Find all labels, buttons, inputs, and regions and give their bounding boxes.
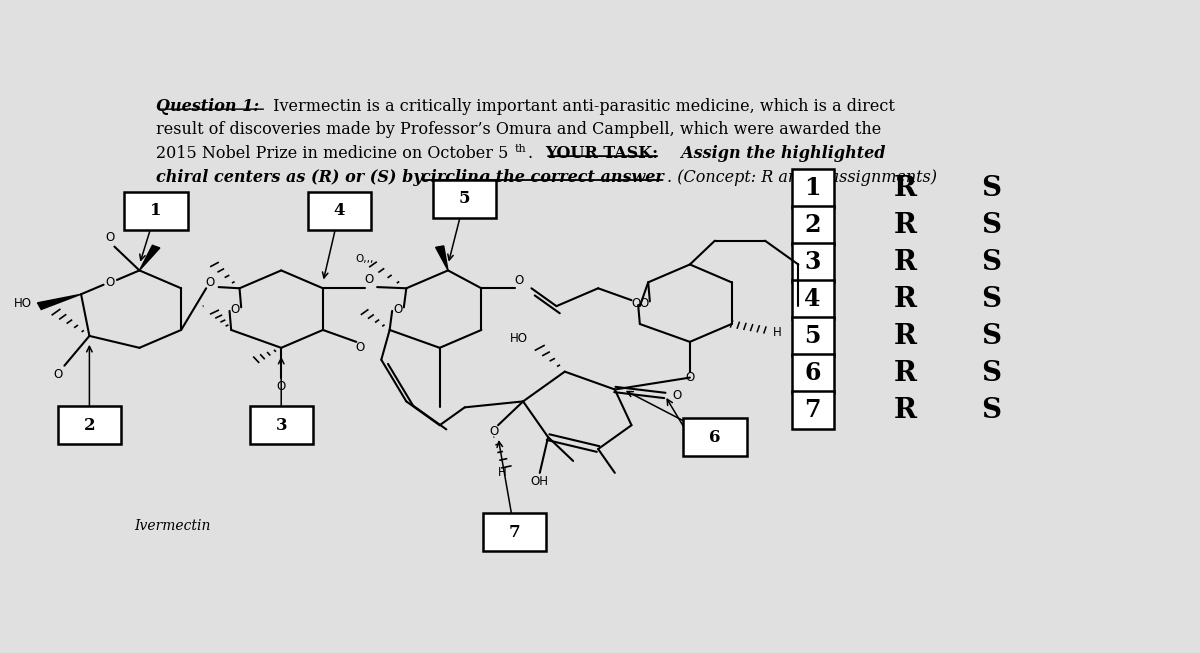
Text: YOUR TASK:: YOUR TASK: (545, 146, 659, 163)
Text: S: S (980, 175, 1001, 202)
Text: R: R (894, 323, 917, 350)
Text: O: O (631, 296, 641, 310)
Text: OH: OH (530, 475, 548, 488)
FancyBboxPatch shape (125, 192, 188, 230)
Text: O: O (106, 231, 115, 244)
Text: R: R (894, 286, 917, 313)
Text: chiral centers as (R) or (S) by: chiral centers as (R) or (S) by (156, 169, 428, 186)
FancyBboxPatch shape (792, 280, 834, 319)
Text: 2: 2 (84, 417, 95, 434)
FancyBboxPatch shape (792, 169, 834, 208)
Text: O: O (230, 302, 240, 315)
Text: S: S (980, 360, 1001, 387)
Text: S: S (980, 249, 1001, 276)
Text: 1: 1 (804, 176, 821, 200)
Text: S: S (980, 286, 1001, 313)
Text: O: O (364, 273, 373, 286)
Text: O: O (673, 389, 682, 402)
Polygon shape (139, 246, 160, 270)
Text: O: O (394, 302, 403, 315)
Text: . (Concept: R and S assignments): . (Concept: R and S assignments) (667, 169, 937, 186)
Text: O: O (205, 276, 215, 289)
Text: .: . (528, 146, 548, 163)
Text: O: O (276, 380, 286, 393)
FancyBboxPatch shape (792, 354, 834, 392)
FancyBboxPatch shape (683, 418, 746, 456)
Text: circling the correct answer: circling the correct answer (421, 169, 664, 186)
Text: O: O (515, 274, 523, 287)
Text: 6: 6 (804, 361, 821, 385)
FancyBboxPatch shape (433, 180, 497, 218)
Text: 4: 4 (334, 202, 346, 219)
Polygon shape (37, 295, 82, 310)
Text: 2015 Nobel Prize in medicine on October 5: 2015 Nobel Prize in medicine on October … (156, 146, 509, 163)
FancyBboxPatch shape (250, 406, 313, 444)
Text: ': ' (200, 304, 203, 313)
Text: O,,,: O,,, (355, 253, 374, 264)
Text: O: O (640, 296, 649, 310)
FancyBboxPatch shape (308, 192, 371, 230)
Text: S: S (980, 323, 1001, 350)
Text: Assign the highlighted: Assign the highlighted (661, 146, 886, 163)
Text: 4: 4 (804, 287, 821, 311)
Polygon shape (436, 246, 448, 270)
Text: 3: 3 (804, 250, 821, 274)
Text: 5: 5 (458, 191, 470, 208)
Text: Ivermectin: Ivermectin (134, 519, 211, 534)
Text: O: O (106, 276, 115, 289)
Text: 5: 5 (804, 325, 821, 348)
FancyBboxPatch shape (484, 513, 546, 551)
Text: O: O (356, 342, 365, 355)
Text: R: R (894, 175, 917, 202)
FancyBboxPatch shape (58, 406, 121, 444)
Text: R: R (894, 397, 917, 424)
Text: O: O (53, 368, 62, 381)
FancyBboxPatch shape (792, 391, 834, 430)
Text: R: R (894, 249, 917, 276)
FancyBboxPatch shape (792, 243, 834, 281)
Text: O: O (685, 371, 695, 384)
Text: R: R (894, 212, 917, 239)
Text: H: H (773, 326, 782, 340)
FancyBboxPatch shape (792, 206, 834, 245)
Text: H: H (498, 466, 506, 479)
Text: 2: 2 (804, 214, 821, 238)
Text: 7: 7 (509, 524, 521, 541)
Text: th: th (515, 144, 527, 154)
Text: O: O (490, 424, 498, 438)
FancyBboxPatch shape (792, 317, 834, 356)
Text: result of discoveries made by Professor’s Omura and Campbell, which were awarded: result of discoveries made by Professor’… (156, 121, 882, 138)
Text: 7: 7 (804, 398, 821, 422)
Text: HO: HO (510, 332, 528, 345)
Text: 6: 6 (709, 428, 721, 445)
Text: Question 1:: Question 1: (156, 97, 259, 115)
Text: Ivermectin is a critically important anti-parasitic medicine, which is a direct: Ivermectin is a critically important ant… (268, 97, 895, 115)
Text: S: S (980, 212, 1001, 239)
Text: S: S (980, 397, 1001, 424)
Text: 3: 3 (276, 417, 287, 434)
Text: 1: 1 (150, 202, 162, 219)
Text: HO: HO (14, 296, 32, 310)
Text: R: R (894, 360, 917, 387)
